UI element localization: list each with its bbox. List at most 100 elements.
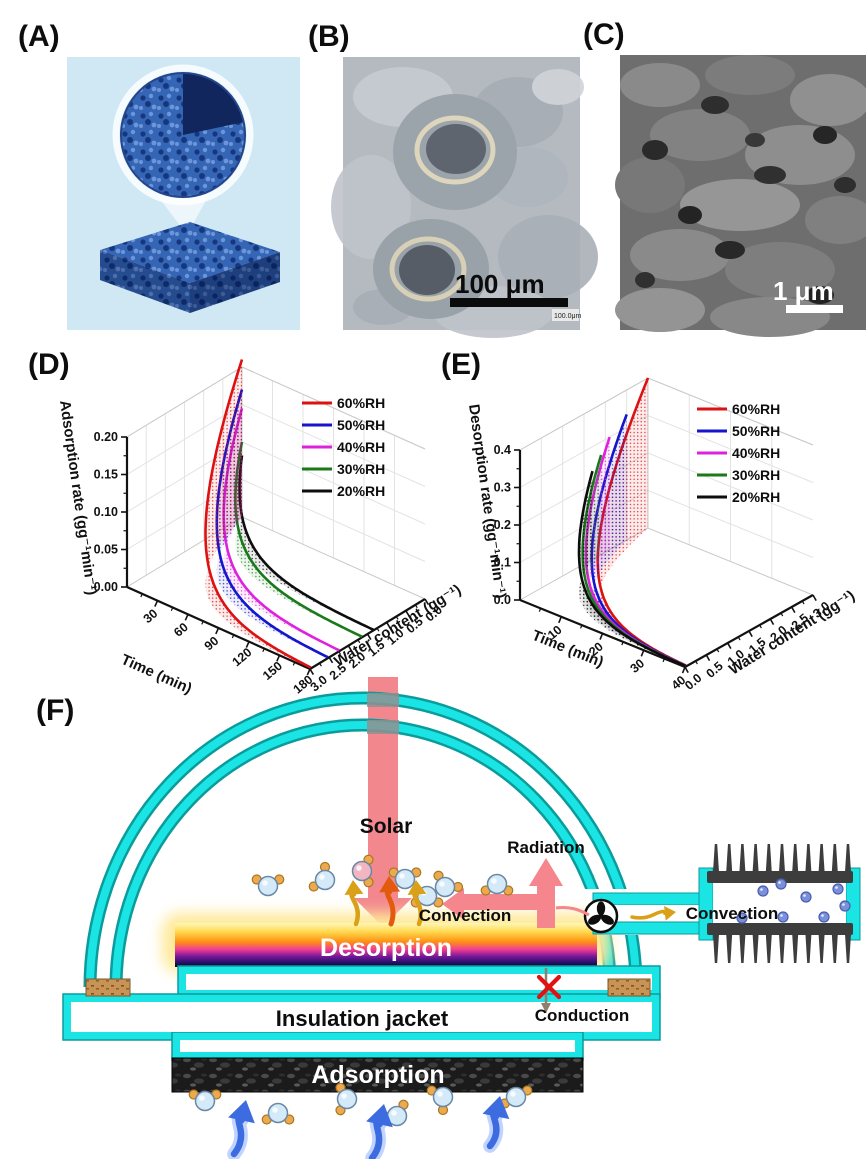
flow-arrow-icon (227, 1100, 255, 1159)
fin (726, 844, 733, 872)
water-droplet-icon (818, 911, 830, 923)
panel-e-letter: (E) (441, 348, 481, 381)
pore-crater-bottom (373, 219, 489, 319)
legend-label: 40%RH (732, 445, 780, 461)
fin (845, 934, 851, 963)
z-axis-title: Adsorption rate (gg⁻¹min⁻¹) (56, 399, 100, 596)
scale-bar-label: 100 μm (455, 269, 545, 299)
heat-exchanger-condenser (698, 844, 861, 963)
series-60%RH (204, 359, 312, 669)
adsorption-label: Adsorption (311, 1061, 444, 1089)
legend-label: 50%RH (337, 417, 385, 433)
schematic-labels: Solar Radiation Convection Convection De… (276, 815, 778, 1089)
legend-label: 50%RH (732, 423, 780, 439)
flow-arrow-icon (379, 876, 401, 927)
chart-legend: 60%RH 50%RH 40%RH 30%RH 20%RH (697, 401, 780, 505)
chart-axis-titles: Desorption rate (gg⁻¹min⁻¹)Time (min) Wat… (465, 403, 858, 678)
fin (765, 934, 772, 963)
panel-f-schematic: Solar Radiation Convection Convection De… (62, 677, 861, 1159)
tick-label: 0.1 (494, 556, 511, 570)
flow-arrow-icon (630, 905, 676, 921)
scale-bar (786, 305, 843, 313)
convection-outer-label: Convection (686, 904, 779, 923)
water-molecule-icon (261, 1102, 295, 1125)
water-droplet-icon (775, 878, 787, 890)
fin (818, 844, 825, 872)
tick-label: 60 (171, 620, 191, 640)
adsorption-rate-3d-chart: 3060901201501800.00.51.01.52.02.53.00.00… (56, 359, 464, 697)
tick-label: 20 (586, 639, 606, 659)
series-curve (204, 359, 312, 669)
tick-label: 0.00 (94, 580, 118, 594)
water-droplet-icon (800, 891, 812, 903)
tick-label: 30 (141, 606, 161, 626)
water-molecule-icon (188, 1089, 222, 1112)
panel-a-illustration (67, 57, 300, 330)
fan-icon (583, 898, 619, 934)
panel-c-sem: 1 μm (615, 55, 866, 337)
series-curve (577, 470, 687, 668)
tick-label: 10 (545, 623, 565, 643)
fin (805, 934, 812, 963)
solar-label: Solar (360, 815, 413, 838)
legend-label: 20%RH (337, 483, 385, 499)
fin (713, 934, 719, 963)
greenhouse-dome (83, 691, 643, 988)
fin (792, 844, 799, 872)
scale-bar (450, 298, 568, 307)
solar-beam-wall-tint (367, 693, 399, 734)
fin (765, 844, 772, 872)
sealant-blocks (85, 978, 651, 997)
magnified-hollow-sphere (112, 64, 254, 206)
tick-label: 0.3 (494, 481, 511, 495)
panel-b-letter: (B) (308, 20, 350, 53)
water-droplet-icon (832, 883, 844, 895)
fin (713, 844, 719, 872)
fin (779, 844, 785, 872)
flow-arrow-icon (482, 1096, 510, 1153)
series-curve (238, 455, 375, 632)
panel-a-letter: (A) (18, 20, 60, 53)
water-molecule-icon (426, 1085, 454, 1116)
series-20%RH (577, 470, 687, 668)
water-molecule-icon (433, 870, 464, 898)
pore-crater-top (393, 94, 517, 210)
schematic-decorations (188, 854, 676, 1159)
magnifier-funnel-icon (157, 195, 209, 235)
fin (818, 934, 825, 963)
porous-slab (100, 222, 280, 313)
legend-label: 30%RH (732, 467, 780, 483)
chart-axes: 102030400.00.51.01.52.02.53.00.00.10.20.… (494, 443, 833, 693)
conduction-label: Conduction (535, 1006, 629, 1025)
water-droplet-icon (839, 900, 851, 912)
z-axis-title: Desorption rate (gg⁻¹min⁻¹) (465, 403, 509, 599)
tick-label: 40 (669, 673, 689, 693)
solar-beam (354, 677, 412, 927)
fin (739, 934, 746, 963)
flow-arrow-icon (407, 880, 427, 927)
tick-label: 0.0 (494, 593, 511, 607)
panel-f-letter: (F) (36, 694, 75, 727)
heat-flow-arrows (442, 858, 590, 928)
series-20%RH (238, 455, 375, 632)
fin (792, 934, 799, 963)
instrument-stamp-text: 100.0μm (554, 313, 582, 320)
desorption-rate-3d-chart: 102030400.00.51.01.52.02.53.00.00.10.20.… (465, 377, 858, 693)
panel-c-letter: (C) (583, 18, 625, 51)
water-molecule-icon (499, 1085, 533, 1109)
tick-label: 0.20 (94, 430, 118, 444)
legend-label: 20%RH (732, 489, 780, 505)
tick-label: 0.15 (94, 468, 118, 482)
panel-b-micrograph: 100 μm 100.0μm (331, 57, 598, 338)
tick-label: 90 (202, 634, 222, 654)
fin (831, 934, 838, 963)
water-molecule-icon (308, 861, 336, 892)
flow-arrow-icon (344, 880, 364, 927)
panel-d-letter: (D) (28, 348, 70, 381)
fin (739, 844, 746, 872)
legend-label: 40%RH (337, 439, 385, 455)
flow-arrow-icon (365, 1104, 393, 1159)
water-molecule-icon (480, 873, 514, 896)
radiation-label: Radiation (507, 838, 584, 857)
